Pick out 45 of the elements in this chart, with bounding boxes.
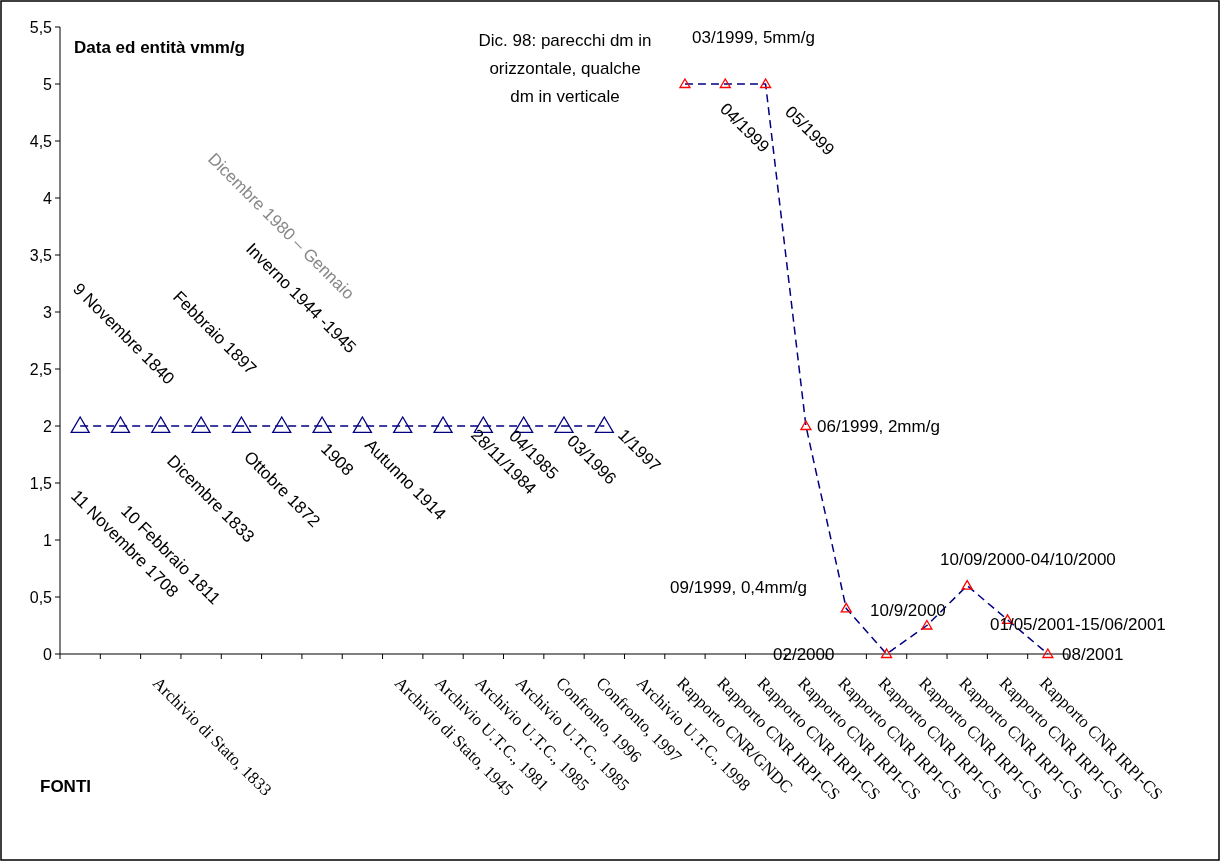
point	[921, 619, 933, 630]
annotation: orizzontale, qualche	[489, 59, 641, 78]
annotation: 08/2001	[1062, 645, 1124, 664]
annotation: Dic. 98: parecchi dm in	[478, 31, 652, 50]
point	[70, 416, 90, 433]
point	[679, 78, 691, 89]
annotation: dm in verticale	[510, 87, 620, 106]
y-tick-label: 3,5	[29, 246, 53, 264]
annotation: 10/9/2000	[870, 601, 946, 620]
point	[594, 416, 614, 433]
y-tick-label: 2	[43, 417, 53, 435]
point	[759, 78, 772, 89]
y-tick-label: 5	[43, 75, 53, 93]
y-tick-label: 1	[43, 531, 53, 549]
annotation: 10/09/2000-04/10/2000	[940, 550, 1116, 569]
y-tick-label: 0,5	[29, 588, 53, 606]
annotation: 09/1999, 0,4mm/g	[670, 578, 808, 597]
point	[393, 416, 413, 433]
y-tick-label: 4,5	[29, 132, 53, 150]
point	[719, 78, 731, 89]
point	[110, 416, 131, 433]
point	[191, 416, 211, 433]
annotation: 03/1999, 5mm/g	[692, 28, 815, 47]
point	[800, 420, 812, 431]
annotation: Data ed entità vmm/g	[74, 38, 245, 57]
annotation: 06/1999, 2mm/g	[817, 417, 940, 436]
point	[151, 416, 171, 433]
annotation: 02/2000	[773, 645, 835, 664]
y-tick-label: 0	[43, 645, 53, 663]
annotation: 01/05/2001-15/06/2001	[990, 615, 1166, 634]
y-tick-label: 4	[43, 189, 53, 207]
point	[961, 579, 973, 590]
point	[352, 416, 373, 433]
y-tick-label: 1,5	[29, 474, 53, 492]
y-tick-label: 2,5	[29, 360, 53, 378]
y-tick-label: 3	[43, 303, 53, 321]
point	[840, 602, 852, 613]
x-axis-title: FONTI	[40, 777, 91, 796]
y-tick-label: 5,5	[29, 18, 53, 36]
point	[272, 416, 292, 433]
point	[880, 648, 893, 659]
point	[312, 416, 332, 433]
point	[433, 416, 453, 433]
point	[1042, 648, 1054, 659]
point	[231, 416, 252, 433]
